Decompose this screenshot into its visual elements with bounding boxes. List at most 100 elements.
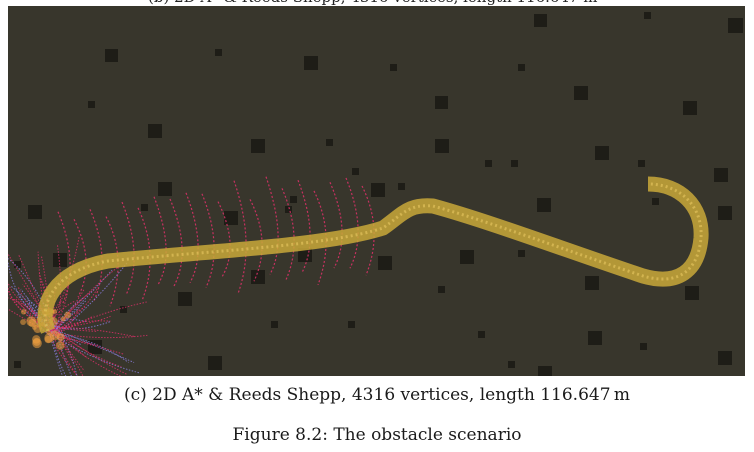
search-branch [55, 307, 79, 335]
start-node [28, 318, 37, 328]
search-branch [53, 332, 122, 376]
obstacle-block [460, 250, 474, 264]
search-branch [51, 286, 99, 335]
search-arc [217, 201, 231, 278]
obstacle-block [595, 146, 609, 160]
obstacle-block [435, 139, 449, 153]
obstacle-block [326, 139, 333, 146]
search-arc [233, 180, 247, 294]
search-branch [55, 326, 135, 337]
obstacle-block [585, 276, 599, 290]
search-arc [121, 201, 135, 296]
search-arc [345, 177, 359, 269]
planned-path-core [43, 182, 703, 332]
previous-caption-fragment: (b) 2D A* & Reeds Shepp, 4316 vertices, … [148, 0, 598, 6]
subfigure-caption: (c) 2D A* & Reeds Shepp, 4316 vertices, … [123, 385, 631, 405]
search-branch [56, 332, 148, 339]
search-arc [169, 198, 183, 287]
obstacle-block [88, 101, 95, 108]
search-arc [361, 185, 375, 276]
start-node [32, 335, 41, 344]
obstacle-block [224, 211, 238, 225]
obstacle-block [518, 250, 525, 257]
obstacle-block [251, 270, 265, 284]
scenario-canvas [8, 12, 743, 376]
start-node [56, 333, 65, 342]
start-node [56, 341, 65, 350]
obstacle-block [348, 321, 355, 328]
search-arc [265, 176, 279, 275]
search-branch [30, 301, 60, 332]
obstacle-block [537, 198, 551, 212]
obstacle-block [371, 183, 385, 197]
obstacle-block [105, 49, 118, 62]
search-arc [73, 219, 87, 298]
search-branch [8, 258, 54, 327]
obstacle-block [685, 286, 699, 300]
search-arc [329, 182, 343, 269]
obstacle-block [378, 256, 392, 270]
search-arc [313, 190, 327, 286]
obstacle-block [534, 14, 547, 27]
search-arc [249, 199, 263, 282]
obstacle-block [14, 361, 21, 368]
search-branch [52, 289, 95, 335]
obstacle-block [148, 124, 162, 138]
obstacle-block [28, 205, 42, 219]
obstacle-block [290, 196, 297, 203]
obstacle-block [485, 160, 492, 167]
search-branch [54, 265, 120, 331]
obstacle-block [728, 18, 743, 33]
obstacle-block [640, 343, 647, 350]
obstacle-block [683, 101, 697, 115]
obstacle-block [718, 351, 732, 365]
search-arc [297, 179, 311, 273]
search-arc [281, 188, 295, 281]
obstacle-block [120, 306, 127, 313]
obstacle-block [178, 292, 192, 306]
obstacle-block [644, 12, 651, 19]
start-node [64, 311, 72, 319]
obstacle-block [435, 96, 448, 109]
obstacle-block [352, 168, 359, 175]
search-branch [51, 326, 67, 376]
search-branch [8, 297, 55, 328]
obstacle-block [718, 206, 732, 220]
obstacle-block [215, 49, 222, 56]
obstacle-block [271, 321, 278, 328]
search-branch [24, 309, 50, 336]
obstacle-block [588, 331, 602, 345]
start-node [44, 335, 52, 344]
obstacle-block [714, 168, 728, 182]
obstacle-block [208, 356, 222, 370]
figure-caption: Figure 8.2: The obstacle scenario [232, 425, 522, 445]
search-branch [59, 334, 129, 363]
obstacle-block [574, 86, 588, 100]
obstacle-block [511, 160, 518, 167]
obstacle-block [518, 64, 525, 71]
search-branch [17, 294, 55, 336]
obstacle-block [638, 160, 645, 167]
obstacle-block [251, 139, 265, 153]
search-branch [51, 299, 87, 334]
search-arc [185, 192, 199, 284]
obstacle-block [141, 204, 148, 211]
obstacle-block [158, 182, 172, 196]
start-node [60, 316, 66, 322]
start-node [20, 309, 27, 315]
obstacle-block [304, 56, 318, 70]
search-branch [53, 315, 111, 329]
search-arc [153, 196, 167, 286]
obstacle-block [285, 206, 292, 213]
search-branch [55, 320, 112, 330]
search-arc [89, 209, 103, 301]
obstacle-block [438, 286, 445, 293]
obstacle-block [508, 361, 515, 368]
obstacle-block [390, 64, 397, 71]
obstacle-scenario-figure [8, 6, 745, 376]
start-node [20, 319, 27, 325]
search-arc [201, 193, 215, 288]
obstacle-block [53, 253, 67, 267]
search-branch [49, 333, 77, 375]
obstacle-block [538, 366, 552, 376]
